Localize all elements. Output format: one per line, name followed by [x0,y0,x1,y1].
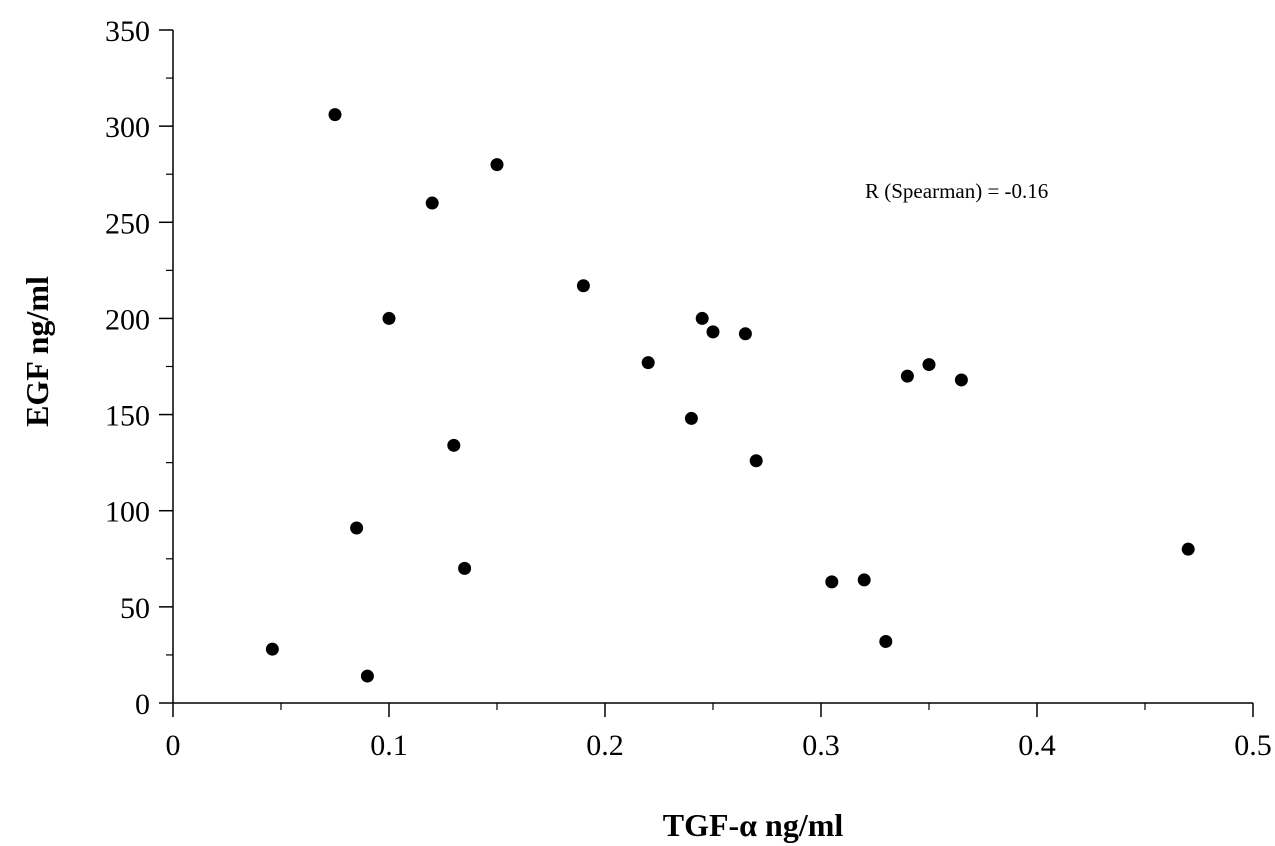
data-point [738,327,752,341]
data-point [490,158,504,172]
x-tick-label: 0.1 [370,729,408,762]
x-tick-label: 0 [166,729,181,762]
tick-labels: 0 0.1 0.2 0.3 0.4 0.5 0 50 100 150 200 250 300 350 [105,15,1272,762]
x-tick-label: 0.4 [1018,729,1056,762]
data-point [879,634,893,648]
y-tick-label: 100 [105,496,150,529]
x-tick-label: 0.3 [802,729,840,762]
y-tick-label: 250 [105,207,150,240]
data-point [425,196,439,210]
y-tick-label: 150 [105,400,150,433]
y-tick-label: 350 [105,15,150,48]
data-point [706,325,720,339]
data-point [684,411,698,425]
x-tick-label: 0.2 [586,729,624,762]
data-point [825,575,839,589]
x-axis-title: TGF-α ng/ml [663,807,844,843]
data-point [265,642,279,656]
data-point [328,108,342,122]
data-point [382,311,396,325]
data-point [1181,542,1195,556]
y-tick-label: 300 [105,111,150,144]
y-axis-title: EGF ng/ml [19,276,55,427]
y-tick-label: 0 [135,688,150,721]
y-tick-label: 200 [105,303,150,336]
data-point [922,358,936,372]
tick-marks [159,29,1254,717]
data-point [447,438,461,452]
data-point [641,356,655,370]
data-point [900,369,914,383]
data-point [954,373,968,387]
x-tick-label: 0.5 [1234,729,1272,762]
data-point [695,311,709,325]
axes [172,30,1253,704]
data-point [857,573,871,587]
data-point [576,279,590,293]
data-point [458,561,472,575]
data-point [749,454,763,468]
y-tick-label: 50 [120,592,150,625]
data-point [350,521,364,535]
spearman-annotation: R (Spearman) = -0.16 [865,179,1048,203]
data-point [360,669,374,683]
data-points [265,108,1195,683]
